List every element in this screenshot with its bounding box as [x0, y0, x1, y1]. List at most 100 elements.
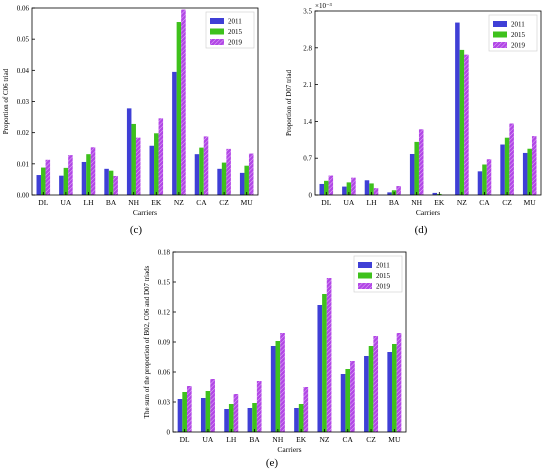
caption-c: (c) — [129, 224, 143, 236]
bar-2015-UA — [63, 167, 69, 195]
bar-2019-BA — [396, 186, 401, 195]
y-tick-label: 0.15 — [158, 279, 171, 287]
bar-2011-EK — [149, 145, 155, 195]
bar-2019-CA — [486, 159, 492, 195]
y-tick-label: 0 — [167, 429, 171, 437]
x-tick-label: DL — [321, 198, 331, 207]
x-tick-label: BA — [106, 198, 117, 207]
x-tick-label: UA — [60, 198, 71, 207]
x-tick-label: NZ — [319, 435, 329, 444]
y-tick-label: 1.4 — [303, 118, 312, 126]
bar-2019-UA — [351, 177, 356, 195]
bar-2015-MU — [527, 148, 532, 195]
bar-2011-EK — [294, 408, 299, 432]
x-axis-label: Carriers — [133, 208, 157, 217]
bar-2011-EK — [432, 192, 438, 195]
y-tick-label: 2.8 — [303, 44, 312, 52]
bar-2011-DL — [319, 183, 325, 195]
y-tick-label: 0.03 — [158, 399, 171, 407]
bar-2011-MU — [522, 152, 528, 195]
bar-2015-CA — [199, 147, 204, 195]
bar-2011-CZ — [217, 168, 222, 195]
legend-label-2015: 2015 — [376, 272, 391, 280]
bar-2015-LH — [86, 154, 91, 195]
legend-swatch-2011 — [358, 262, 372, 268]
bar-2019-CA — [203, 136, 209, 195]
x-tick-label: NZ — [457, 198, 467, 207]
bar-2015-BA — [252, 403, 257, 432]
y-axis-label: Proportion of D07 triad — [285, 70, 293, 136]
bar-2015-DL — [324, 180, 329, 195]
legend-swatch-2011 — [210, 18, 224, 24]
legend-swatch-2019 — [210, 39, 224, 45]
bar-2019-LH — [90, 147, 96, 195]
legend-swatch-2015 — [358, 272, 372, 279]
x-axis-label: Carriers — [416, 208, 440, 217]
bar-2015-BA — [108, 170, 114, 195]
y-axis-label: The sum of the proportion of B02, C06 an… — [143, 265, 151, 418]
x-tick-label: CZ — [502, 198, 512, 207]
x-axis-label: Carriers — [277, 445, 301, 454]
x-tick-label: MU — [524, 198, 537, 207]
x-tick-label: NH — [411, 198, 422, 207]
bar-2019-BA — [113, 175, 118, 195]
bar-2011-BA — [247, 408, 253, 432]
bar-2019-CZ — [226, 148, 231, 195]
bar-2015-NH — [414, 141, 419, 195]
chart-e: 0 0.03 0.06 0.09 0.12 0.15 0.18 DL UA LH BA NH EK NZ C… — [143, 249, 407, 454]
legend-swatch-2015 — [493, 31, 507, 38]
x-tick-label: LH — [84, 198, 95, 207]
bar-2015-UA — [205, 391, 211, 432]
x-tick-label: BA — [389, 198, 400, 207]
x-tick-label: CA — [196, 198, 207, 207]
x-tick-label: NH — [272, 435, 283, 444]
legend-swatch-2019 — [358, 283, 372, 289]
bar-2019-NZ — [464, 54, 469, 195]
bar-2015-MU — [392, 344, 397, 432]
y-tick-label: 0.04 — [17, 67, 30, 75]
bar-2019-NH — [418, 129, 424, 195]
bar-2019-CZ — [373, 336, 379, 432]
bar-2019-UA — [68, 155, 73, 195]
bar-2011-UA — [200, 398, 206, 432]
x-tick-label: CA — [343, 435, 354, 444]
y-tick-label: 0.01 — [17, 160, 30, 168]
bar-2015-DL — [41, 167, 46, 195]
x-tick-label: NZ — [174, 198, 184, 207]
bar-2011-NZ — [317, 305, 323, 432]
bar-2011-MU — [239, 172, 245, 195]
bar-2015-CZ — [221, 162, 227, 195]
plot-frame — [314, 10, 542, 196]
chart-d: 0 0.7 1.4 2.1 2.8 3.5 DL UA LH BA NH EK NZ CA CZ MU Carr… — [285, 2, 542, 217]
bar-2011-NH — [270, 346, 276, 432]
bar-2011-NH — [126, 108, 132, 195]
x-tick-label: CA — [479, 198, 490, 207]
bar-2015-LH — [228, 404, 234, 432]
y-tick-label: 0.06 — [17, 5, 30, 13]
bar-2015-CA — [345, 369, 351, 432]
bar-2019-DL — [45, 159, 51, 195]
bar-2015-NH — [131, 123, 136, 195]
bar-2015-CZ — [504, 137, 510, 195]
y-tick-label: 0.18 — [158, 249, 171, 257]
bar-2019-DL — [328, 175, 334, 195]
legend-swatch-2019 — [493, 42, 507, 48]
legend-label-2015: 2015 — [511, 31, 526, 39]
x-tick-label: CZ — [366, 435, 376, 444]
y-tick-label: 2.1 — [303, 81, 312, 89]
legend-label-2019: 2019 — [228, 39, 243, 47]
bar-2015-MU — [244, 165, 249, 195]
x-tick-label: LH — [226, 435, 237, 444]
y-tick-label: 0.12 — [158, 309, 171, 317]
bar-2015-NH — [275, 341, 281, 432]
bar-2019-MU — [396, 333, 402, 432]
bar-2011-CA — [194, 154, 200, 195]
x-tick-label: MU — [388, 435, 401, 444]
legend-label-2015: 2015 — [228, 28, 243, 36]
y-tick-label: 0.7 — [303, 155, 312, 163]
bar-2011-NZ — [455, 22, 460, 195]
bar-2011-CA — [340, 374, 346, 432]
chart-c: 0.00 0.01 0.02 0.03 0.04 0.05 0.06 DL UA LH BA NH EK… — [2, 5, 259, 217]
legend-label-2011: 2011 — [511, 21, 525, 29]
bar-2011-UA — [59, 175, 64, 195]
